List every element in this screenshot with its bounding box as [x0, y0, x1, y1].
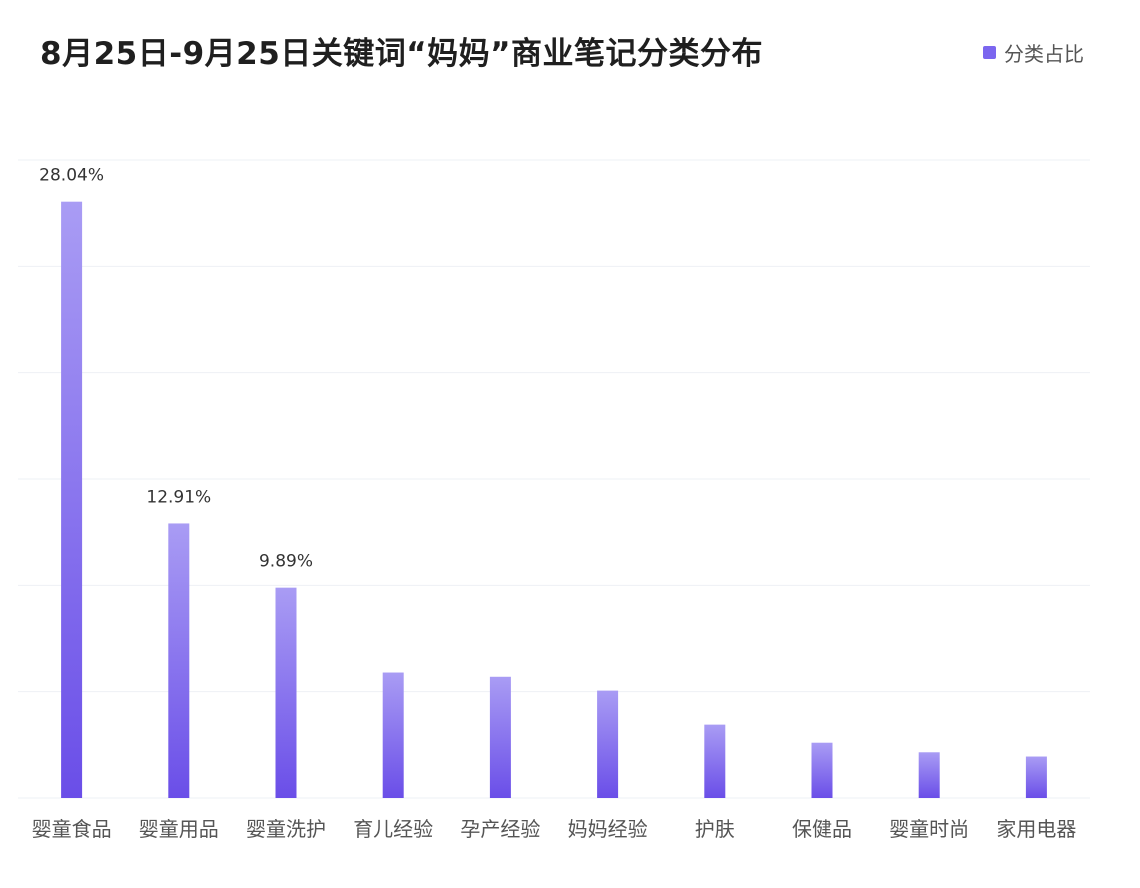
x-tick-label-6: 妈妈经验	[568, 817, 648, 841]
grid-lines	[18, 159, 1090, 799]
x-tick-label-10: 家用电器	[996, 817, 1076, 841]
data-labels: 28.04% 12.91% 9.89%	[39, 166, 313, 572]
x-tick-label-1: 婴童食品	[32, 817, 112, 841]
legend-swatch	[983, 46, 996, 59]
bar-5[interactable]	[489, 676, 511, 798]
bar-7[interactable]	[704, 724, 726, 798]
chart-legend[interactable]: 分类占比	[983, 38, 1084, 67]
bar-10[interactable]	[1025, 756, 1047, 798]
bar-9[interactable]	[918, 752, 940, 798]
x-tick-label-7: 护肤	[695, 817, 735, 841]
x-tick-label-5: 孕产经验	[460, 817, 540, 841]
x-tick-label-3: 婴童洗护	[246, 817, 326, 841]
legend-label: 分类占比	[1004, 42, 1084, 66]
x-tick-label-9: 婴童时尚	[889, 817, 969, 841]
bar-2[interactable]	[168, 523, 190, 798]
data-label-1: 28.04%	[39, 166, 104, 186]
bar-8[interactable]	[811, 742, 833, 798]
x-tick-label-8: 保健品	[792, 817, 852, 841]
data-label-2: 12.91%	[146, 487, 211, 507]
data-label-3: 9.89%	[259, 552, 313, 572]
x-tick-label-2: 婴童用品	[139, 817, 219, 841]
x-tick-label-4: 育儿经验	[353, 817, 433, 841]
bar-1[interactable]	[61, 201, 83, 798]
chart-title: 8月25日-9月25日关键词“妈妈”商业笔记分类分布	[40, 36, 764, 72]
bar-4[interactable]	[382, 672, 404, 798]
x-axis-tick-labels: 婴童食品 婴童用品 婴童洗护 育儿经验 孕产经验 妈妈经验 护肤 保健品 婴童时尚 家用电器	[32, 817, 1077, 841]
bar-6[interactable]	[597, 690, 619, 798]
bars	[61, 201, 1047, 798]
bar-3[interactable]	[275, 587, 297, 798]
